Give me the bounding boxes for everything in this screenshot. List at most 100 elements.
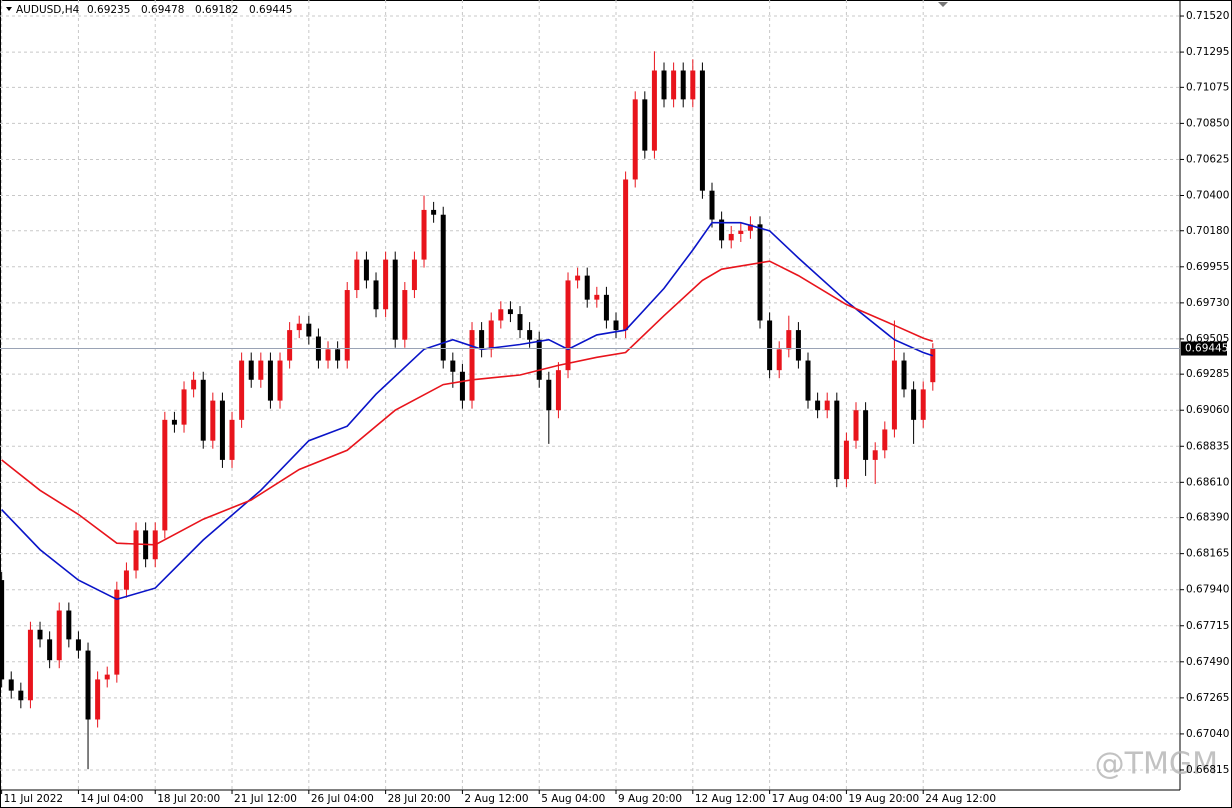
candle-body — [776, 349, 782, 371]
price-tag-label: 0.69445 — [1185, 343, 1228, 355]
candle-body — [411, 259, 417, 291]
candle-body — [47, 639, 53, 661]
x-tick-label: 17 Aug 04:00 — [772, 793, 843, 805]
candle-body — [363, 259, 369, 281]
y-tick-label: 0.68610 — [1186, 476, 1229, 488]
candle-body — [239, 360, 245, 420]
y-tick-label: 0.67040 — [1186, 728, 1229, 740]
candle-body — [651, 70, 657, 151]
candle-body — [757, 224, 763, 321]
candle-body — [815, 400, 821, 411]
candle-body — [767, 320, 773, 371]
y-tick-label: 0.69060 — [1186, 404, 1229, 416]
candle-body — [402, 290, 408, 340]
candle-body — [536, 339, 542, 380]
y-tick-label: 0.69285 — [1186, 368, 1229, 380]
y-tick-label: 0.67265 — [1186, 692, 1229, 704]
candle-body — [872, 450, 878, 460]
moving-average — [1, 260, 934, 546]
candle-body — [0, 580, 5, 680]
ohlc-close: 0.69445 — [249, 4, 292, 16]
candle-body — [824, 400, 830, 411]
candle-body — [325, 349, 331, 361]
candle-body — [786, 330, 792, 350]
x-tick-label: 9 Aug 20:00 — [618, 793, 682, 805]
y-tick-label: 0.71075 — [1186, 81, 1229, 93]
candle-body — [920, 389, 926, 420]
candle-body — [123, 570, 129, 590]
candle-body — [277, 360, 283, 401]
candle-body — [584, 275, 590, 300]
candle-body — [296, 323, 302, 331]
candle-body — [555, 370, 561, 411]
candle-body — [853, 410, 859, 441]
candle-body — [373, 280, 379, 310]
x-tick-label: 11 Jul 2022 — [4, 793, 63, 805]
x-tick-label: 12 Aug 12:00 — [695, 793, 766, 805]
y-tick-label: 0.67715 — [1186, 620, 1229, 632]
y-tick-label: 0.70850 — [1186, 117, 1229, 129]
shift-marker — [938, 2, 948, 7]
price-tag — [1181, 341, 1227, 356]
x-tick-label: 18 Jul 20:00 — [157, 793, 220, 805]
candle-body — [335, 349, 341, 361]
candle-body — [18, 690, 24, 701]
candle-body — [863, 410, 869, 460]
candle-body — [642, 99, 648, 151]
candle-body — [171, 419, 177, 425]
candle-body — [162, 419, 168, 531]
y-tick-label: 0.68165 — [1186, 548, 1229, 560]
candle-body — [354, 259, 360, 291]
candle-body — [699, 70, 705, 191]
candle-body — [891, 360, 897, 430]
y-tick-label: 0.70625 — [1186, 153, 1229, 165]
candle-body — [613, 320, 619, 331]
candle-body — [738, 230, 744, 234]
candle-body — [421, 209, 427, 260]
candle-body — [27, 629, 33, 701]
candle-body — [85, 650, 91, 720]
candle-body — [795, 330, 801, 361]
candle-body — [469, 330, 475, 401]
candle-body — [75, 639, 81, 651]
ohlc-low: 0.69182 — [195, 4, 238, 16]
y-tick-label: 0.71520 — [1186, 10, 1229, 22]
candle-body — [623, 179, 629, 331]
candle-body — [747, 224, 753, 231]
candle-body — [575, 275, 581, 281]
candle-body — [37, 629, 43, 640]
candle-body — [728, 233, 734, 241]
candle-body — [8, 679, 14, 691]
candle-body — [527, 330, 533, 340]
candle-body — [95, 679, 101, 720]
x-tick-label: 21 Jul 12:00 — [234, 793, 297, 805]
candle-body — [392, 259, 398, 340]
moving-average — [1, 221, 934, 601]
candle-body — [258, 360, 264, 380]
candle-body — [210, 400, 216, 441]
y-tick-label: 0.71295 — [1186, 46, 1229, 58]
candle-body — [911, 389, 917, 420]
candle-body — [603, 294, 609, 321]
candle-body — [344, 290, 350, 361]
candle-body — [181, 389, 187, 425]
symbol: AUDUSD,H4 — [16, 4, 80, 16]
y-tick-label: 0.68390 — [1186, 512, 1229, 524]
x-tick-label: 19 Aug 20:00 — [848, 793, 919, 805]
menu-arrow — [6, 7, 12, 11]
candle-body — [671, 70, 677, 100]
candle-body — [680, 70, 686, 100]
y-tick-label: 0.67490 — [1186, 656, 1229, 668]
candle-body — [104, 674, 110, 680]
candle-body — [219, 400, 225, 460]
candle-body — [440, 214, 446, 361]
candle-body — [930, 348, 936, 383]
candle-body — [66, 610, 72, 640]
x-tick-label: 24 Aug 12:00 — [925, 793, 996, 805]
ohlc-high: 0.69478 — [141, 4, 184, 16]
candle-body — [805, 360, 811, 401]
ohlc-open: 0.69235 — [87, 4, 130, 16]
candle-body — [719, 219, 725, 241]
candle-body — [56, 610, 62, 661]
